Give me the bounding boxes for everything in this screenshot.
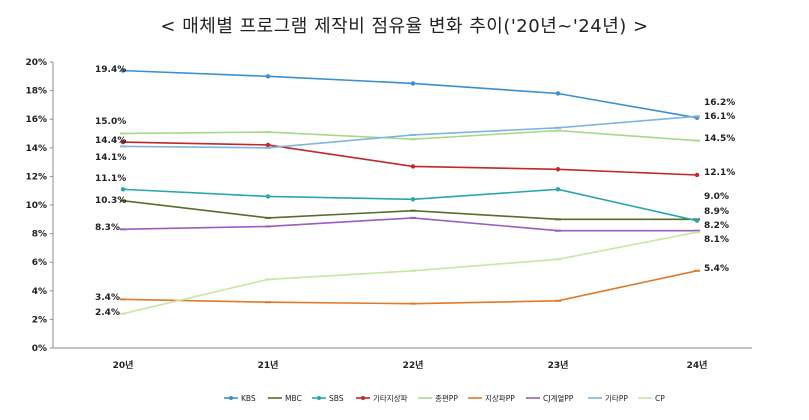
legend-label: CJ계열PP xyxy=(543,393,574,403)
legend-item: SBS xyxy=(312,394,344,403)
data-point xyxy=(265,74,271,79)
legend-label: 기타PP xyxy=(605,394,628,403)
data-point xyxy=(410,197,416,202)
y-tick-label: 20% xyxy=(25,58,47,68)
data-point xyxy=(555,91,561,96)
data-label: 19.4% xyxy=(95,65,126,75)
data-point xyxy=(410,164,416,169)
data-label: 8.2% xyxy=(704,221,729,231)
series-KBS xyxy=(120,68,700,120)
legend-item: 지상파PP xyxy=(468,393,515,403)
legend-item: MBC xyxy=(268,394,302,403)
legend-item: KBS xyxy=(224,394,256,403)
data-label: 16.2% xyxy=(704,98,735,108)
data-point xyxy=(694,172,700,178)
legend-label: 종편PP xyxy=(435,393,458,403)
y-tick-label: 10% xyxy=(25,201,47,211)
y-tick-label: 12% xyxy=(25,172,47,182)
chart-title: < 매체별 프로그램 제작비 점유율 변화 추이('20년~'24년) > xyxy=(160,16,649,37)
data-label: 8.1% xyxy=(704,235,729,245)
legend-item: CP xyxy=(638,394,665,403)
data-label: 9.0% xyxy=(704,192,729,202)
data-label: 8.3% xyxy=(95,223,120,233)
series-SBS xyxy=(120,187,700,223)
y-tick-label: 16% xyxy=(25,115,47,125)
data-label: 15.0% xyxy=(95,117,126,127)
data-point xyxy=(120,139,126,145)
data-point xyxy=(555,187,561,192)
y-tick-label: 14% xyxy=(25,144,47,154)
series-MBC xyxy=(120,199,700,221)
data-point xyxy=(120,187,126,192)
data-point xyxy=(120,68,126,73)
legend-marker xyxy=(361,396,365,400)
legend-item: 종편PP xyxy=(418,393,458,403)
data-label: 14.4% xyxy=(95,136,126,146)
data-point xyxy=(265,142,271,148)
data-label: 8.9% xyxy=(704,207,729,217)
data-point xyxy=(265,194,271,199)
legend-label: KBS xyxy=(241,394,256,403)
y-tick-label: 4% xyxy=(32,287,47,297)
data-point xyxy=(694,218,700,223)
data-label: 11.1% xyxy=(95,174,126,184)
data-label: 2.4% xyxy=(95,308,120,318)
series-기타PP xyxy=(120,115,700,149)
y-tick-label: 6% xyxy=(32,258,47,268)
series-line xyxy=(122,270,698,305)
data-label: 16.1% xyxy=(704,112,735,122)
legend-label: MBC xyxy=(285,394,302,403)
x-tick-label: 20년 xyxy=(113,359,134,371)
legend-label: 기타지상파 xyxy=(373,393,408,403)
y-tick-label: 8% xyxy=(32,230,47,240)
data-label: 10.3% xyxy=(95,196,126,206)
data-label: 3.4% xyxy=(95,293,120,303)
data-label: 14.1% xyxy=(95,153,126,163)
y-tick-label: 0% xyxy=(32,344,47,354)
legend-marker xyxy=(317,396,321,400)
data-label: 14.5% xyxy=(704,134,735,144)
series-지상파PP xyxy=(120,269,700,305)
legend-item: CJ계열PP xyxy=(526,393,574,403)
data-point xyxy=(410,81,416,86)
series-line xyxy=(122,188,698,222)
series-CP xyxy=(120,231,700,315)
legend-label: SBS xyxy=(329,394,344,403)
series-종편PP xyxy=(120,129,700,142)
series-CJ계열PP xyxy=(120,216,700,232)
y-tick-label: 18% xyxy=(25,87,47,97)
x-tick-label: 23년 xyxy=(548,359,569,371)
legend-item: 기타지상파 xyxy=(356,393,408,403)
x-tick-label: 24년 xyxy=(687,359,708,371)
data-label: 12.1% xyxy=(704,168,735,178)
data-label: 5.4% xyxy=(704,264,729,274)
x-tick-label: 21년 xyxy=(258,359,279,371)
legend-item: 기타PP xyxy=(588,394,628,403)
legend-label: CP xyxy=(655,394,665,403)
series-line xyxy=(122,69,698,119)
legend-label: 지상파PP xyxy=(485,393,515,403)
legend-marker xyxy=(229,396,233,400)
x-tick-label: 22년 xyxy=(403,359,424,371)
data-point xyxy=(555,167,561,172)
series-기타지상파 xyxy=(120,139,700,178)
y-tick-label: 2% xyxy=(32,315,47,325)
